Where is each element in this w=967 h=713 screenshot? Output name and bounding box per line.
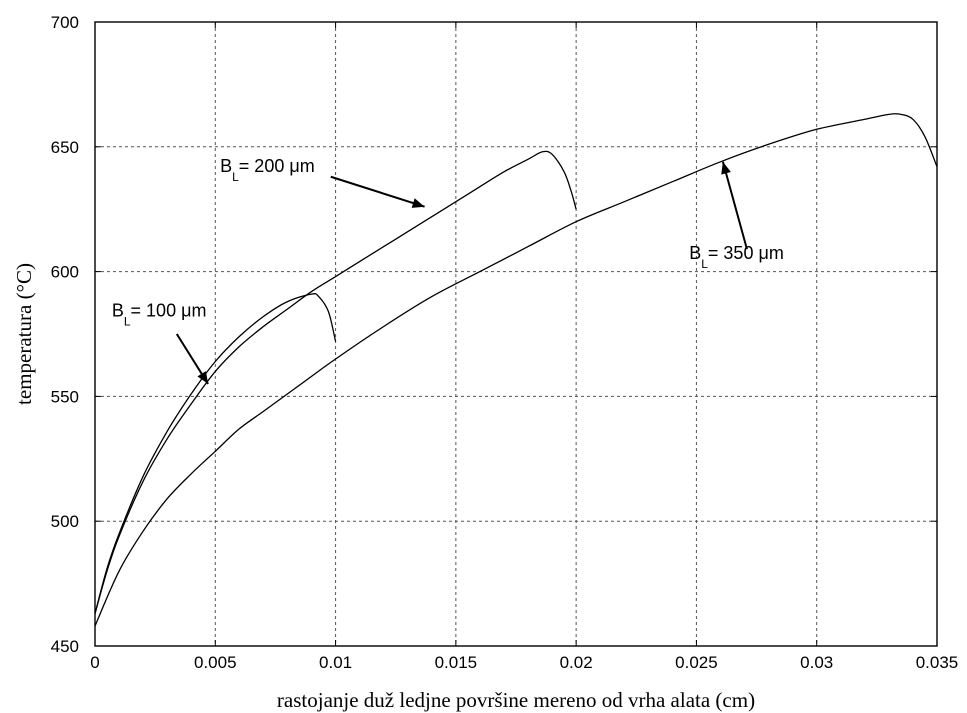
x-tick-label: 0.035 <box>916 653 959 672</box>
series-line-1 <box>94 293 337 614</box>
y-axis-title: temperatura (°C) <box>12 263 36 405</box>
annotation-arrowhead <box>197 371 209 384</box>
x-tick-label: 0 <box>90 653 99 672</box>
series-line-3 <box>94 113 938 627</box>
annotation-symbol: B <box>112 301 124 321</box>
annotation-arrowhead <box>411 198 425 208</box>
annotation-symbol: B <box>220 156 232 176</box>
plot-frame <box>94 21 938 647</box>
annotation-subscript: L <box>701 257 708 271</box>
annotation-1: BL= 100 μm <box>112 301 209 385</box>
y-tick-label: 450 <box>51 637 79 656</box>
x-tick-label: 0.025 <box>675 653 718 672</box>
x-tick-label: 0.02 <box>560 653 593 672</box>
annotation-label: BL= 350 μm <box>689 243 784 271</box>
x-axis-title: rastojanje duž ledjne površine mereno od… <box>277 688 755 712</box>
annotation-3: BL= 350 μm <box>689 161 784 271</box>
x-tick-label: 0.01 <box>319 653 352 672</box>
annotation-arrow <box>330 175 425 208</box>
grid <box>95 22 937 646</box>
x-tick-label: 0.015 <box>435 653 478 672</box>
annotation-label: BL= 200 μm <box>220 156 315 184</box>
y-tick-label: 650 <box>51 138 79 157</box>
series-line-2 <box>94 150 577 614</box>
axis-ticks: 0 0.005 0.01 0.015 0.02 0.025 0.03 0.035 450 500 5… <box>51 13 959 672</box>
annotation-value: = 200 μm <box>239 156 315 176</box>
y-tick-label: 600 <box>51 263 79 282</box>
annotation-subscript: L <box>124 315 131 329</box>
annotation-arrow <box>721 161 748 250</box>
y-tick-label: 500 <box>51 512 79 531</box>
y-tick-label: 700 <box>51 13 79 32</box>
x-tick-label: 0.03 <box>800 653 833 672</box>
annotation-arrowhead <box>721 161 731 175</box>
series-lines <box>94 113 938 627</box>
annotation-value: = 100 μm <box>131 301 207 321</box>
x-tick-label: 0.005 <box>194 653 237 672</box>
annotation-value: = 350 μm <box>708 243 784 263</box>
annotation-symbol: B <box>689 243 701 263</box>
annotation-2: BL= 200 μm <box>220 156 425 208</box>
annotation-label: BL= 100 μm <box>112 301 207 329</box>
annotation-subscript: L <box>232 170 239 184</box>
y-tick-label: 550 <box>51 387 79 406</box>
